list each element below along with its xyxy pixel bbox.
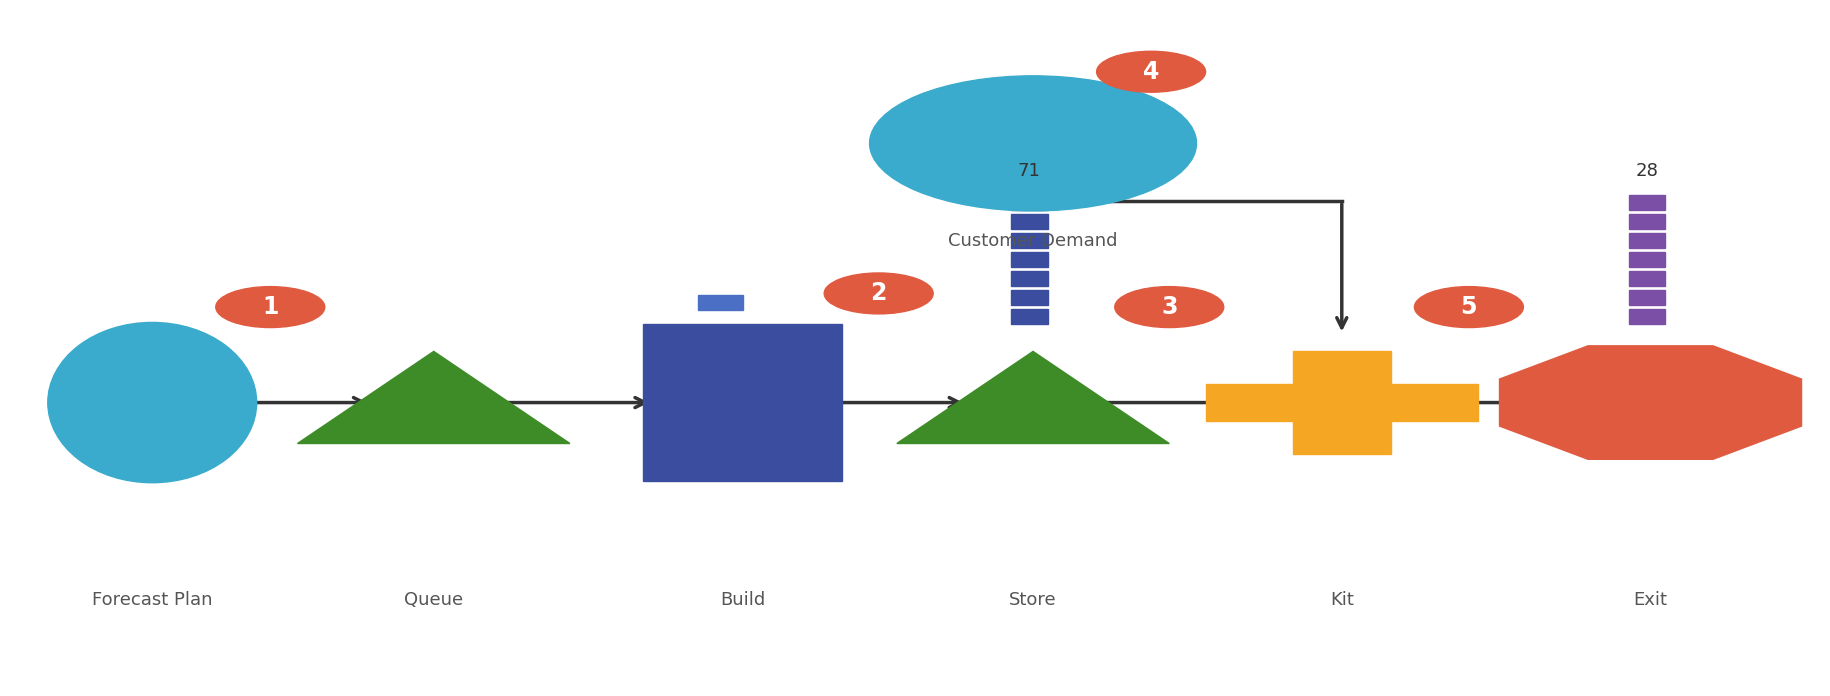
Circle shape (1114, 287, 1224, 328)
Polygon shape (1499, 346, 1801, 459)
Bar (1012, 194, 1047, 209)
Text: 2: 2 (871, 281, 888, 306)
Text: 3: 3 (1160, 295, 1177, 319)
Circle shape (1415, 287, 1523, 328)
Bar (1629, 252, 1665, 267)
Text: 28: 28 (1636, 162, 1658, 180)
Circle shape (1096, 52, 1206, 92)
Circle shape (216, 287, 324, 328)
Bar (1012, 214, 1047, 228)
Bar (697, 295, 743, 310)
Text: Exit: Exit (1634, 592, 1667, 610)
Text: Store: Store (1008, 592, 1058, 610)
Bar (1629, 214, 1665, 228)
Polygon shape (298, 351, 569, 443)
Text: Kit: Kit (1330, 592, 1354, 610)
Text: Forecast Plan: Forecast Plan (92, 592, 212, 610)
Text: 1: 1 (262, 295, 278, 319)
Bar (1629, 290, 1665, 305)
Text: 4: 4 (1144, 60, 1158, 84)
Ellipse shape (869, 76, 1197, 211)
Text: 5: 5 (1460, 295, 1477, 319)
Bar (1012, 271, 1047, 286)
Text: Build: Build (719, 592, 765, 610)
Bar (1012, 290, 1047, 305)
Bar (1629, 232, 1665, 248)
Bar (1012, 232, 1047, 248)
Text: Queue: Queue (404, 592, 463, 610)
Bar (1012, 309, 1047, 324)
Polygon shape (897, 351, 1169, 443)
Bar (642, 324, 842, 481)
Bar (1012, 252, 1047, 267)
Circle shape (824, 273, 933, 314)
Bar (1629, 194, 1665, 209)
Bar (1629, 309, 1665, 324)
Text: Customer Demand: Customer Demand (948, 232, 1118, 251)
Ellipse shape (48, 322, 256, 483)
Bar (1629, 271, 1665, 286)
Polygon shape (1206, 351, 1479, 454)
Text: 71: 71 (1017, 162, 1041, 180)
